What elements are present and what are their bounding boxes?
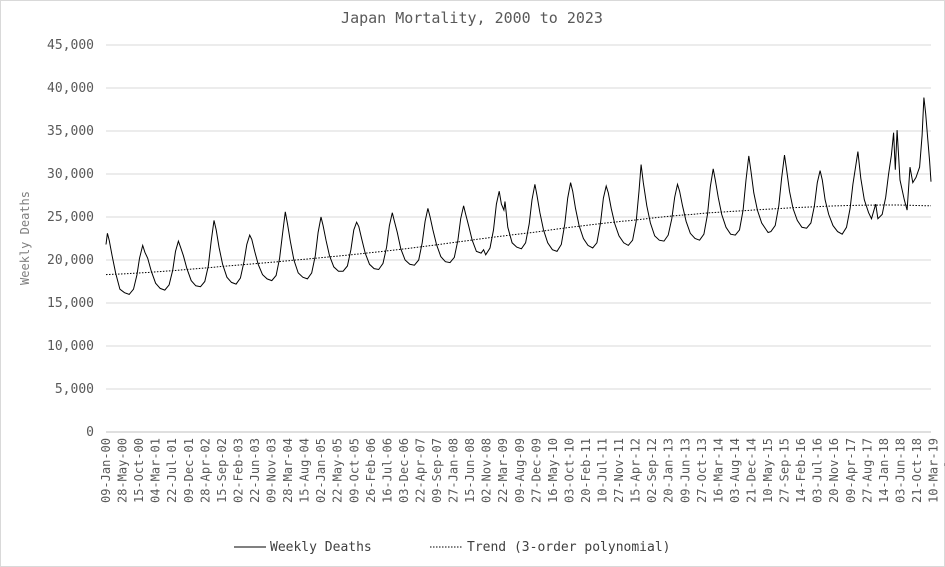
x-tick-label: 22-Jul-01 bbox=[165, 438, 179, 503]
y-tick-label: 30,000 bbox=[47, 167, 94, 182]
y-tick-label: 15,000 bbox=[47, 296, 94, 311]
x-tick-label: 14-Feb-16 bbox=[794, 438, 808, 503]
x-tick-label: 20-Nov-16 bbox=[827, 438, 841, 503]
y-axis-ticks: 0 5,000 10,000 15,000 20,000 25,000 30,000 35,0… bbox=[47, 38, 94, 440]
y-tick-label: 40,000 bbox=[47, 81, 94, 96]
x-tick-label: 02-Jan-05 bbox=[314, 438, 328, 503]
x-tick-label: 22-Jun-03 bbox=[248, 438, 262, 503]
legend-label-trend: Trend (3-order polynomial) bbox=[467, 540, 671, 555]
y-tick-label: 20,000 bbox=[47, 253, 94, 268]
series-line-weekly-deaths bbox=[105, 97, 932, 295]
legend-label-weekly-deaths: Weekly Deaths bbox=[270, 540, 372, 555]
x-tick-label: 15-Sep-02 bbox=[215, 438, 229, 503]
x-tick-label: 03-Jul-16 bbox=[811, 438, 825, 503]
x-tick-label: 27-Nov-11 bbox=[612, 438, 626, 503]
series-line-trend bbox=[105, 204, 932, 276]
x-tick-label: 09-Apr-17 bbox=[844, 438, 858, 503]
x-tick-label: 20-Feb-11 bbox=[579, 438, 593, 503]
x-tick-label: 09-Dec-01 bbox=[182, 438, 196, 503]
x-tick-label: 27-Aug-17 bbox=[860, 438, 874, 503]
x-tick-label: 21-Oct-18 bbox=[910, 438, 924, 503]
x-tick-label: 15-Jun-08 bbox=[463, 438, 477, 503]
x-tick-label: 03-Aug-14 bbox=[728, 438, 742, 503]
x-tick-label: 26-Feb-06 bbox=[364, 438, 378, 503]
x-tick-label: 03-Oct-10 bbox=[562, 438, 576, 503]
x-tick-label: 27-Dec-09 bbox=[529, 438, 543, 503]
x-tick-label: 09-Aug-09 bbox=[513, 438, 527, 503]
y-tick-label: 35,000 bbox=[47, 124, 94, 139]
x-tick-label: 20-Jan-13 bbox=[662, 438, 676, 503]
x-tick-label: 28-Mar-04 bbox=[281, 438, 295, 503]
x-tick-label: 09-Jun-13 bbox=[678, 438, 692, 503]
x-tick-label: 16-May-10 bbox=[546, 438, 560, 503]
x-tick-label: 22-Mar-09 bbox=[496, 438, 510, 503]
x-tick-label: 27-Sep-15 bbox=[778, 438, 792, 503]
x-tick-label: 15-Apr-12 bbox=[629, 438, 643, 503]
x-tick-label: 22-May-05 bbox=[331, 438, 345, 503]
x-tick-label: 10-Jul-11 bbox=[596, 438, 610, 503]
x-tick-label: 09-Sep-07 bbox=[430, 438, 444, 503]
y-tick-label: 0 bbox=[86, 425, 94, 440]
x-tick-label: 09-Jan-00 bbox=[99, 438, 113, 503]
x-tick-label: 21-Dec-14 bbox=[744, 438, 758, 503]
x-tick-label: 02-Feb-03 bbox=[231, 438, 245, 503]
x-tick-label: 28-Apr-02 bbox=[198, 438, 212, 503]
y-tick-label: 25,000 bbox=[47, 210, 94, 225]
x-tick-label: 15-Aug-04 bbox=[298, 438, 312, 503]
legend: Weekly Deaths Trend (3-order polynomial) bbox=[234, 540, 671, 555]
x-tick-label: 14-Jan-18 bbox=[877, 438, 891, 503]
x-tick-label: 03-Jun-18 bbox=[893, 438, 907, 503]
y-tick-label: 10,000 bbox=[47, 339, 94, 354]
x-tick-label: 03-Dec-06 bbox=[397, 438, 411, 503]
x-tick-label: 02-Nov-08 bbox=[480, 438, 494, 503]
x-tick-label: 27-Jan-08 bbox=[447, 438, 461, 503]
x-tick-label: 22-Apr-07 bbox=[413, 438, 427, 503]
x-tick-label: 10-Mar-19 bbox=[927, 438, 941, 503]
y-tick-label: 45,000 bbox=[47, 38, 94, 53]
x-tick-label: 10-May-15 bbox=[761, 438, 775, 503]
x-tick-label: 09-Oct-05 bbox=[347, 438, 361, 503]
y-tick-label: 5,000 bbox=[55, 382, 94, 397]
x-tick-label: 16-Jul-06 bbox=[380, 438, 394, 503]
x-axis-ticks: 09-Jan-00 28-May-00 15-Oct-00 04-Mar-01 22-J… bbox=[99, 438, 945, 503]
gridlines bbox=[106, 44, 931, 433]
series-group bbox=[105, 97, 932, 295]
x-tick-label: 28-May-00 bbox=[116, 438, 130, 503]
x-tick-label: 16-Mar-14 bbox=[711, 438, 725, 503]
x-tick-label: 02-Sep-12 bbox=[645, 438, 659, 503]
y-axis-label: Weekly Deaths bbox=[18, 191, 32, 285]
x-tick-label: 27-Oct-13 bbox=[695, 438, 709, 503]
x-tick-label: 28-Jul-19 bbox=[943, 438, 945, 503]
x-tick-label: 15-Oct-00 bbox=[132, 438, 146, 503]
x-tick-label: 04-Mar-01 bbox=[149, 438, 163, 503]
x-tick-label: 09-Nov-03 bbox=[265, 438, 279, 503]
chart-title: Japan Mortality, 2000 to 2023 bbox=[341, 9, 603, 27]
